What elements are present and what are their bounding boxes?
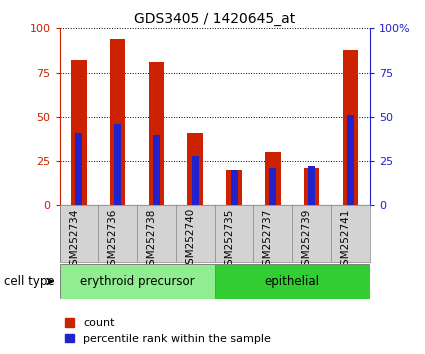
Text: GSM252741: GSM252741: [340, 208, 350, 272]
Text: GSM252735: GSM252735: [224, 208, 234, 272]
Bar: [308, 166, 315, 205]
Bar: [110, 39, 125, 205]
Bar: [187, 133, 203, 205]
Text: GSM252738: GSM252738: [147, 208, 156, 272]
Text: GSM252734: GSM252734: [69, 208, 79, 272]
Bar: [75, 133, 82, 205]
Title: GDS3405 / 1420645_at: GDS3405 / 1420645_at: [134, 12, 295, 26]
Legend: count, percentile rank within the sample: count, percentile rank within the sample: [61, 314, 275, 348]
FancyBboxPatch shape: [60, 264, 215, 299]
Text: erythroid precursor: erythroid precursor: [80, 275, 194, 288]
Text: cell type: cell type: [4, 275, 55, 288]
Text: GSM252739: GSM252739: [302, 208, 312, 272]
Bar: [71, 60, 87, 205]
Bar: [149, 62, 164, 205]
Bar: [265, 152, 280, 205]
Bar: [343, 50, 358, 205]
Bar: [230, 170, 238, 205]
Bar: [192, 156, 199, 205]
Text: GSM252736: GSM252736: [108, 208, 118, 272]
Bar: [347, 115, 354, 205]
Bar: [226, 170, 242, 205]
FancyBboxPatch shape: [215, 264, 370, 299]
Bar: [304, 168, 319, 205]
Bar: [114, 124, 121, 205]
Bar: [269, 168, 276, 205]
Text: epithelial: epithelial: [265, 275, 320, 288]
Bar: [153, 135, 160, 205]
Text: GSM252737: GSM252737: [263, 208, 273, 272]
Text: GSM252740: GSM252740: [185, 208, 195, 272]
